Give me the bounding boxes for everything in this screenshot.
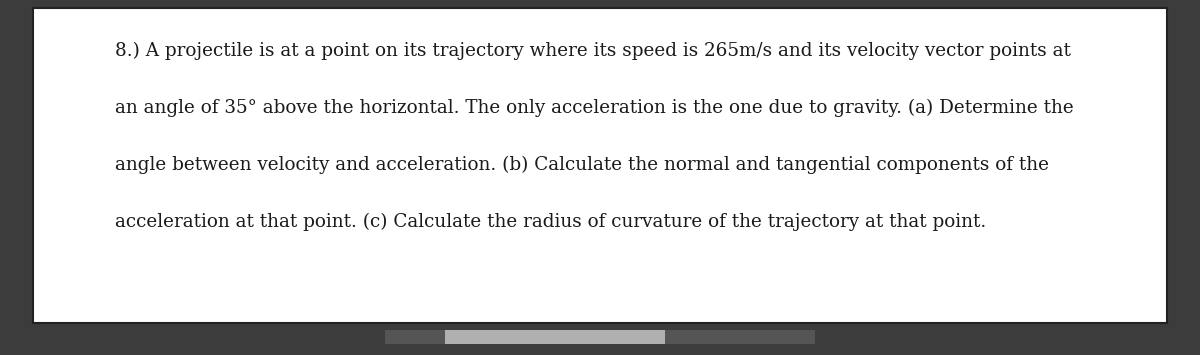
Text: angle between velocity and acceleration. (b) Calculate the normal and tangential: angle between velocity and acceleration.…	[115, 156, 1049, 174]
Text: an angle of 35° above the horizontal. The only acceleration is the one due to gr: an angle of 35° above the horizontal. Th…	[115, 99, 1074, 117]
Bar	[385, 330, 815, 344]
Bar	[34, 8, 1166, 323]
Bar	[445, 330, 665, 344]
Text: acceleration at that point. (c) Calculate the radius of curvature of the traject: acceleration at that point. (c) Calculat…	[115, 213, 986, 231]
Text: 8.) A projectile is at a point on its trajectory where its speed is 265m/s and i: 8.) A projectile is at a point on its tr…	[115, 42, 1070, 60]
